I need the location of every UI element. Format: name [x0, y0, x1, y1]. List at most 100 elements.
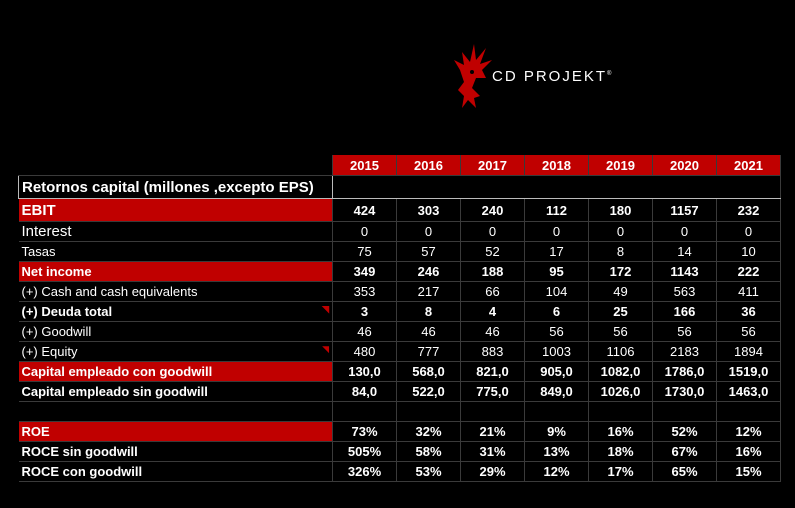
cell-value: 563 — [652, 281, 717, 302]
table-row: (+) Goodwill 46 46 46 56 56 56 56 — [18, 321, 781, 342]
spacer-row — [18, 401, 781, 422]
cell-value: 4 — [460, 301, 525, 322]
cell-value: 17% — [588, 461, 653, 482]
cell-value: 0 — [588, 221, 653, 242]
cell-value: 1003 — [524, 341, 589, 362]
cell-value: 65% — [652, 461, 717, 482]
cell-value: 52 — [460, 241, 525, 262]
cell-value: 12% — [524, 461, 589, 482]
cell-value: 10 — [716, 241, 781, 262]
cell-value: 36 — [716, 301, 781, 322]
table-row: ROCE con goodwill 326% 53% 29% 12% 17% 6… — [18, 461, 781, 482]
cell-value: 775,0 — [460, 381, 525, 402]
row-label: Net income — [18, 261, 333, 282]
cell-value: 1730,0 — [652, 381, 717, 402]
table-row: EBIT 424 303 240 112 180 1157 232 — [18, 198, 781, 222]
year-header: 2015 — [332, 155, 397, 176]
cell-value: 188 — [460, 261, 525, 282]
cell-value: 112 — [524, 198, 589, 222]
row-label: ROCE sin goodwill — [18, 441, 333, 462]
table-row: (+) Deuda total ◥ 3 8 4 6 25 166 36 — [18, 301, 781, 322]
table-title-row: Retornos capital (millones ,excepto EPS) — [18, 175, 781, 199]
cell-value: 0 — [524, 221, 589, 242]
cell-value: 568,0 — [396, 361, 461, 382]
cell-value: 172 — [588, 261, 653, 282]
cell-value: 13% — [524, 441, 589, 462]
cell-value: 217 — [396, 281, 461, 302]
cell-value: 883 — [460, 341, 525, 362]
cell-value: 0 — [652, 221, 717, 242]
brand-name: CD PROJEKT® — [492, 68, 612, 85]
title-fill — [332, 175, 781, 199]
cell-value: 52% — [652, 421, 717, 442]
cell-value: 2183 — [652, 341, 717, 362]
cell-value: 0 — [716, 221, 781, 242]
cell-value: 180 — [588, 198, 653, 222]
year-header: 2018 — [524, 155, 589, 176]
cell-value: 46 — [460, 321, 525, 342]
year-header: 2021 — [716, 155, 781, 176]
cell-value: 53% — [396, 461, 461, 482]
cell-value: 56 — [716, 321, 781, 342]
cell-value: 21% — [460, 421, 525, 442]
row-label: Interest — [18, 221, 333, 242]
cell-value: 353 — [332, 281, 397, 302]
cell-value: 57 — [396, 241, 461, 262]
header-corner — [18, 155, 333, 176]
cell-value: 58% — [396, 441, 461, 462]
cell-value: 56 — [652, 321, 717, 342]
cell-value: 777 — [396, 341, 461, 362]
table-row: ROCE sin goodwill 505% 58% 31% 13% 18% 6… — [18, 441, 781, 462]
year-header: 2019 — [588, 155, 653, 176]
cell-value: 1519,0 — [716, 361, 781, 382]
table-title: Retornos capital (millones ,excepto EPS) — [18, 175, 333, 199]
cell-value: 349 — [332, 261, 397, 282]
cell-value: 16% — [716, 441, 781, 462]
cell-value: 1106 — [588, 341, 653, 362]
row-label: ROE — [18, 421, 333, 442]
row-label: Capital empleado con goodwill — [18, 361, 333, 382]
cell-value: 56 — [588, 321, 653, 342]
cell-value: 3 — [332, 301, 397, 322]
cell-value: 166 — [652, 301, 717, 322]
cell-value: 1143 — [652, 261, 717, 282]
capital-returns-table: 2015 2016 2017 2018 2019 2020 2021 Retor… — [18, 155, 781, 482]
table-row: Capital empleado sin goodwill 84,0 522,0… — [18, 381, 781, 402]
cell-value: 303 — [396, 198, 461, 222]
cell-value: 849,0 — [524, 381, 589, 402]
row-label: Capital empleado sin goodwill — [18, 381, 333, 402]
cell-value: 1786,0 — [652, 361, 717, 382]
cell-value: 16% — [588, 421, 653, 442]
year-header-row: 2015 2016 2017 2018 2019 2020 2021 — [18, 155, 781, 176]
comment-marker-icon: ◥ — [322, 304, 329, 314]
table-row: Interest 0 0 0 0 0 0 0 — [18, 221, 781, 242]
cell-value: 75 — [332, 241, 397, 262]
cell-value: 6 — [524, 301, 589, 322]
cell-value: 73% — [332, 421, 397, 442]
table-row: (+) Cash and cash equivalents 353 217 66… — [18, 281, 781, 302]
cell-value: 905,0 — [524, 361, 589, 382]
cell-value: 424 — [332, 198, 397, 222]
cell-value: 522,0 — [396, 381, 461, 402]
row-label: ROCE con goodwill — [18, 461, 333, 482]
year-header: 2016 — [396, 155, 461, 176]
cell-value: 67% — [652, 441, 717, 462]
cell-value: 1463,0 — [716, 381, 781, 402]
cell-value: 8 — [396, 301, 461, 322]
cell-value: 95 — [524, 261, 589, 282]
cell-value: 326% — [332, 461, 397, 482]
cell-value: 32% — [396, 421, 461, 442]
cell-value: 104 — [524, 281, 589, 302]
cell-value: 46 — [396, 321, 461, 342]
cell-value: 246 — [396, 261, 461, 282]
year-header: 2020 — [652, 155, 717, 176]
row-label: (+) Equity ◥ — [18, 341, 333, 362]
cell-value: 1026,0 — [588, 381, 653, 402]
cell-value: 232 — [716, 198, 781, 222]
cell-value: 66 — [460, 281, 525, 302]
table-row: Capital empleado con goodwill 130,0 568,… — [18, 361, 781, 382]
cell-value: 411 — [716, 281, 781, 302]
table-row: Net income 349 246 188 95 172 1143 222 — [18, 261, 781, 282]
row-label: EBIT — [18, 198, 333, 222]
cell-value: 31% — [460, 441, 525, 462]
